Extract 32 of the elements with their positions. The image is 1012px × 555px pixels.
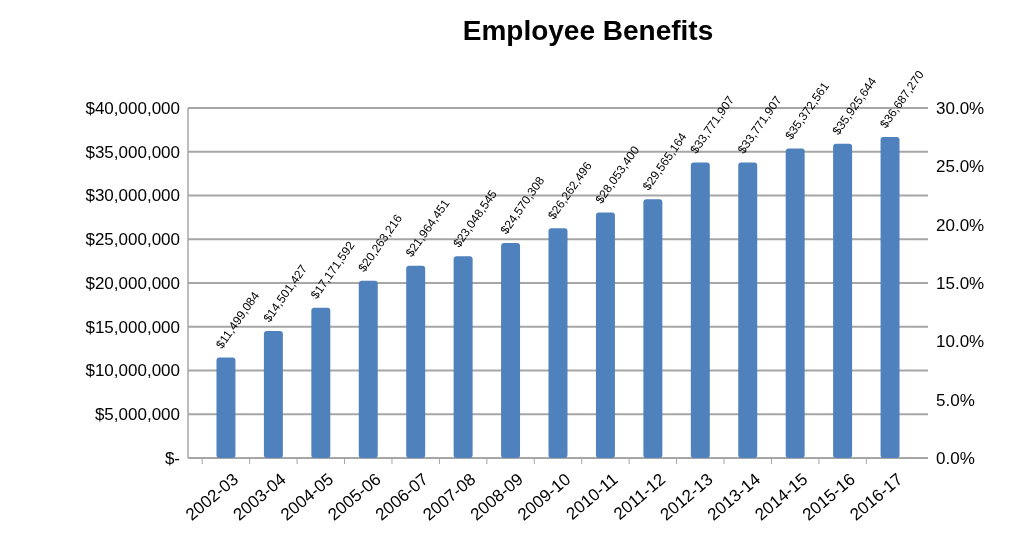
y2-tick-label: 25.0%	[936, 157, 985, 177]
bar	[833, 143, 853, 458]
y-tick-label: $15,000,000	[85, 317, 180, 337]
chart-title: Employee Benefits	[462, 15, 714, 46]
y-tick-label: $30,000,000	[85, 186, 180, 206]
bar	[548, 228, 568, 458]
bar	[690, 162, 710, 458]
bar	[880, 136, 900, 458]
y2-tick-label: 5.0%	[936, 390, 975, 410]
bar	[595, 212, 615, 458]
y-tick-label: $40,000,000	[85, 98, 180, 118]
bar	[216, 357, 236, 458]
bar	[263, 331, 283, 458]
y2-tick-label: 15.0%	[936, 273, 985, 293]
bar	[501, 243, 521, 458]
bar	[453, 256, 473, 458]
y-tick-label: $-	[164, 448, 180, 468]
bar	[358, 280, 378, 458]
y-tick-label: $35,000,000	[85, 142, 180, 162]
y2-tick-label: 0.0%	[936, 448, 975, 468]
y-tick-label: $25,000,000	[85, 230, 180, 250]
y-tick-label: $20,000,000	[85, 273, 180, 293]
y2-tick-label: 30.0%	[936, 98, 985, 118]
y-tick-label: $10,000,000	[85, 361, 180, 381]
bar	[311, 307, 331, 458]
bar	[785, 148, 805, 458]
y2-tick-label: 20.0%	[936, 215, 985, 235]
y-tick-label: $5,000,000	[94, 405, 180, 425]
bar	[738, 162, 758, 458]
y2-tick-label: 10.0%	[936, 332, 985, 352]
bar	[643, 199, 663, 458]
bar	[406, 265, 426, 458]
